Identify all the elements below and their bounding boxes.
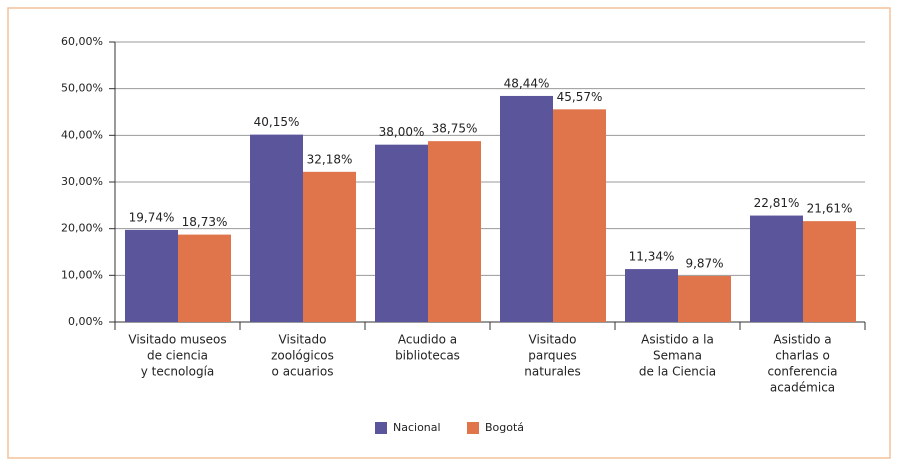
x-tick-label: de la Ciencia <box>639 365 716 379</box>
value-label: 40,15% <box>254 115 300 129</box>
legend-label: Nacional <box>393 421 441 434</box>
bar <box>250 134 303 322</box>
y-tick-label: 20,00% <box>61 222 103 235</box>
bar <box>678 275 731 322</box>
value-label: 19,74% <box>129 210 175 224</box>
bar <box>500 95 553 323</box>
x-tick-label: parques <box>528 349 577 363</box>
value-label: 32,18% <box>307 152 353 166</box>
x-tick-label: Visitado <box>279 333 327 347</box>
bar <box>625 269 678 322</box>
legend-swatch <box>375 422 387 434</box>
bar <box>553 109 606 322</box>
y-tick-label: 40,00% <box>61 128 103 141</box>
y-tick-label: 10,00% <box>61 268 103 281</box>
y-tick-label: 0,00% <box>68 315 103 328</box>
x-tick-label: Acudido a <box>398 333 457 347</box>
x-tick-label: de ciencia <box>147 349 208 363</box>
x-tick-label: Asistido a <box>773 333 831 347</box>
y-tick-label: 50,00% <box>61 82 103 95</box>
x-tick-label: zoológicos <box>271 349 334 363</box>
y-tick-label: 30,00% <box>61 175 103 188</box>
legend-swatch <box>467 422 479 434</box>
bar <box>750 215 803 322</box>
bar <box>178 234 231 322</box>
x-tick-label: charlas o <box>775 349 830 363</box>
value-label: 9,87% <box>685 256 723 270</box>
x-tick-label: académica <box>770 381 835 395</box>
x-tick-label: bibliotecas <box>395 349 460 363</box>
bar <box>125 229 178 322</box>
value-label: 22,81% <box>754 196 800 210</box>
x-tick-label: Semana <box>653 349 702 363</box>
value-label: 38,00% <box>379 125 425 139</box>
value-label: 38,75% <box>432 122 478 136</box>
legend-label: Bogotá <box>485 421 524 434</box>
x-tick-label: o acuarios <box>272 365 334 379</box>
bar <box>803 221 856 322</box>
y-tick-label: 60,00% <box>61 35 103 48</box>
bar <box>303 171 356 322</box>
x-tick-label: naturales <box>524 365 581 379</box>
value-label: 11,34% <box>629 250 675 264</box>
bar <box>428 141 481 322</box>
x-tick-label: y tecnología <box>141 365 215 379</box>
value-label: 21,61% <box>807 202 853 216</box>
x-tick-label: Asistido a la <box>641 333 714 347</box>
value-label: 45,57% <box>557 90 603 104</box>
bar <box>375 144 428 322</box>
x-tick-label: Visitado <box>529 333 577 347</box>
value-label: 48,44% <box>504 76 550 90</box>
value-label: 18,73% <box>182 215 228 229</box>
x-tick-label: conferencia <box>767 365 837 379</box>
x-tick-label: Visitado museos <box>128 333 226 347</box>
